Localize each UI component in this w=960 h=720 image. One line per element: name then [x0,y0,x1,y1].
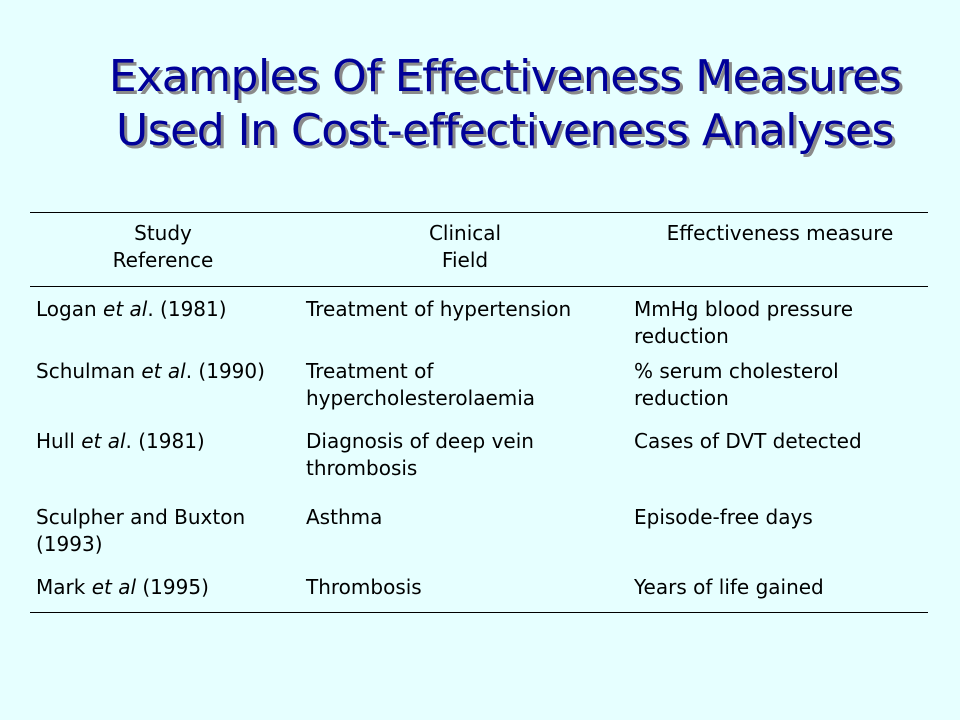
study-reference-cell: Sculpher and Buxton (1993) [36,504,245,558]
study-reference-cell: Schulman et al. (1990) [36,358,265,385]
clinical-field-line: Thrombosis [306,575,422,599]
study-reference-line: Hull et al. (1981) [36,428,205,455]
header-clinical-field-line-1: Clinical [428,221,502,245]
study-reference-year: . (1990) [185,359,265,383]
clinical-field-line: Asthma [306,505,383,529]
clinical-field-line: Diagnosis of deep vein [306,429,534,453]
study-reference-et-al: et al [81,429,126,453]
study-reference-line: Mark et al (1995) [36,574,209,601]
study-reference-line: (1993) [36,531,245,558]
study-reference-author: Logan [36,297,104,321]
effectiveness-measure-line: reduction [634,324,729,348]
header-clinical-field: Clinical Field [390,220,540,274]
header-bottom-rule [30,286,928,287]
clinical-field-cell: Treatment of hypercholesterolaemia [306,358,535,412]
study-reference-et-al: et al [91,575,137,599]
study-reference-cell: Mark et al (1995) [36,574,209,601]
effectiveness-measure-cell: Episode-free days [634,504,813,531]
study-reference-cell: Hull et al. (1981) [36,428,205,455]
clinical-field-line: thrombosis [306,456,418,480]
table-top-rule [30,212,928,213]
study-reference-cell: Logan et al. (1981) [36,296,227,323]
clinical-field-cell: Treatment of hypertension [306,296,571,323]
clinical-field-cell: Diagnosis of deep vein thrombosis [306,428,534,482]
clinical-field-line: Treatment of [306,359,434,383]
effectiveness-measure-line: MmHg blood pressure [634,297,853,321]
study-reference-et-al: et al [141,359,186,383]
clinical-field-line: hypercholesterolaemia [306,386,536,410]
effectiveness-measure-cell: MmHg blood pressure reduction [634,296,853,350]
header-clinical-field-line-2: Field [441,248,489,272]
effectiveness-measure-line: reduction [634,386,729,410]
header-study-reference-line-1: Study [134,221,192,245]
effectiveness-measure-line: Years of life gained [634,575,824,599]
header-effectiveness-measure: Effectiveness measure [650,220,910,247]
header-study-reference: Study Reference [88,220,238,274]
study-reference-line: Logan et al. (1981) [36,296,227,323]
study-reference-line: Schulman et al. (1990) [36,358,265,385]
effectiveness-measure-cell: Years of life gained [634,574,824,601]
slide-title-line-1: Examples Of Effectiveness Measures [108,51,902,102]
clinical-field-cell: Thrombosis [306,574,422,601]
study-reference-line: Sculpher and Buxton [36,504,245,531]
effectiveness-measure-cell: Cases of DVT detected [634,428,862,455]
study-reference-et-al: et al [103,297,148,321]
study-reference-author: Mark [36,575,92,599]
slide-title: Examples Of Effectiveness Measures Used … [90,50,920,158]
header-study-reference-line-2: Reference [112,248,214,272]
effectiveness-measure-line: Cases of DVT detected [634,429,862,453]
effectiveness-measure-line: Episode-free days [634,505,813,529]
clinical-field-line: Treatment of hypertension [306,297,572,321]
clinical-field-cell: Asthma [306,504,382,531]
study-reference-year: (1995) [136,575,209,599]
effectiveness-measure-line: % serum cholesterol [634,359,839,383]
study-reference-author: Schulman [36,359,142,383]
study-reference-year: . (1981) [125,429,205,453]
study-reference-year: . (1981) [147,297,227,321]
study-reference-author: (1993) [36,532,103,556]
study-reference-author: Hull [36,429,82,453]
study-reference-author: Sculpher and Buxton [36,505,246,529]
slide-title-line-2: Used In Cost-effectiveness Analyses [116,105,894,156]
header-effectiveness-measure-line-1: Effectiveness measure [666,221,894,245]
table-bottom-rule [30,612,928,613]
effectiveness-measure-cell: % serum cholesterol reduction [634,358,839,412]
